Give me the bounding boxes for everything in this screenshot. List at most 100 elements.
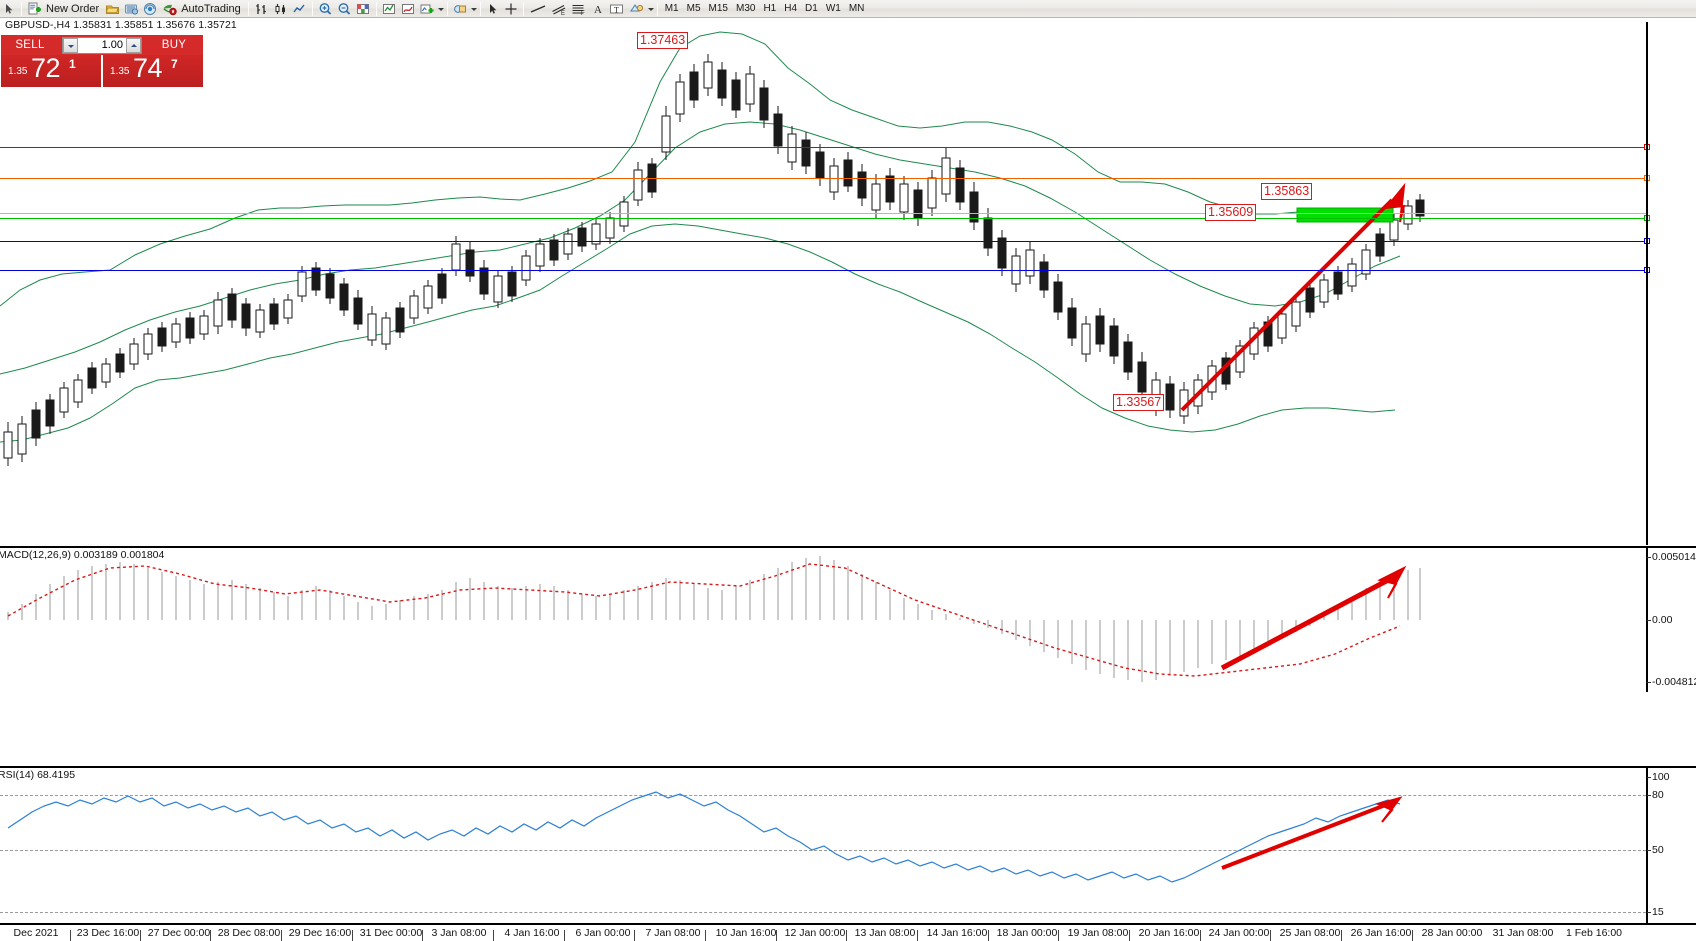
timeframe-h4[interactable]: H4 [784, 3, 798, 14]
candle [1067, 298, 1077, 346]
chevron-down-icon[interactable] [647, 2, 654, 16]
buy-button[interactable]: BUY [145, 35, 203, 55]
time-label: 24 Jan 00:00 [1208, 927, 1270, 939]
candle [409, 290, 419, 324]
macd-pane[interactable] [0, 550, 1646, 692]
trendline-icon[interactable] [527, 0, 549, 18]
candle [367, 306, 377, 346]
line-resistance-red[interactable] [0, 144, 1650, 150]
autotrading-icon[interactable] [160, 0, 179, 18]
time-separator [1200, 930, 1201, 941]
timeframe-w1[interactable]: W1 [825, 3, 841, 14]
line-target-green[interactable] [0, 215, 1650, 221]
time-separator [1129, 930, 1130, 941]
line-chart-icon[interactable] [290, 0, 309, 18]
timeframe-m15[interactable]: M15 [708, 3, 728, 14]
time-label: 10 Jan 16:00 [715, 927, 777, 939]
line-resistance-orange[interactable] [0, 175, 1650, 181]
one-click-trading-panel[interactable]: SELL 1.00 BUY 1.35 72 1 1.35 74 7 [1, 35, 203, 87]
timeframe-m5[interactable]: M5 [686, 3, 701, 14]
arrow-cursor-icon[interactable] [0, 0, 18, 18]
time-separator [352, 930, 353, 941]
bid-price-display[interactable]: 1.35 72 1 [1, 53, 101, 87]
rsi-pane[interactable] [0, 772, 1646, 914]
rsi-tick: 100 [1647, 771, 1670, 783]
candle [199, 310, 209, 340]
text-label-icon[interactable]: T [607, 0, 627, 18]
time-separator [776, 930, 777, 941]
candle [311, 262, 321, 296]
candle [703, 54, 713, 96]
candle [969, 182, 979, 230]
crosshair-icon[interactable] [502, 0, 520, 18]
candle [633, 162, 643, 206]
candle [87, 362, 97, 394]
candle [1053, 274, 1063, 320]
indicators-icon[interactable] [399, 0, 418, 18]
toolbar-separator [247, 1, 249, 16]
candle [1319, 274, 1329, 308]
candle [45, 394, 55, 434]
grid-icon[interactable] [354, 0, 373, 18]
text-icon[interactable]: A [589, 0, 607, 18]
timeframe-m30[interactable]: M30 [735, 3, 756, 14]
candle [1123, 334, 1133, 380]
rsi-line [7, 791, 1401, 883]
candle [997, 230, 1007, 276]
timeframe-d1[interactable]: D1 [805, 3, 818, 14]
chart-area[interactable]: 1.37463 1.35863 1.35609 1.33567 1.37695 … [0, 22, 1696, 941]
chevron-down-icon[interactable] [470, 2, 477, 16]
candle-chart-icon[interactable] [271, 0, 290, 18]
time-label: 28 Jan 00:00 [1421, 927, 1483, 939]
volume-input[interactable]: 1.00 [62, 36, 142, 54]
zoom-in-icon[interactable] [316, 0, 335, 18]
timeframe-h1[interactable]: H1 [763, 3, 777, 14]
candle [591, 218, 601, 250]
price-pane[interactable] [0, 22, 1646, 545]
ask-price-display[interactable]: 1.35 74 7 [103, 53, 203, 87]
folder-icon[interactable] [103, 0, 122, 18]
annotation-target-high[interactable]: 1.35863 [1261, 183, 1313, 200]
line-support-blue-1[interactable] [0, 238, 1650, 244]
shapes-icon[interactable] [627, 0, 647, 18]
chevron-down-icon[interactable] [437, 2, 444, 16]
candle [801, 132, 811, 174]
candle [1415, 194, 1425, 222]
zoom-out-icon[interactable] [335, 0, 354, 18]
autotrading-label[interactable]: AutoTrading [181, 2, 241, 15]
candle [1277, 308, 1287, 344]
new-order-label[interactable]: New Order [46, 2, 100, 15]
time-axis[interactable]: Dec 2021 23 Dec 16:00 27 Dec 00:00 28 De… [0, 925, 1696, 941]
new-order-icon[interactable] [25, 0, 44, 18]
data-window-icon[interactable] [122, 0, 141, 18]
volume-increase-button[interactable] [126, 37, 141, 53]
volume-decrease-button[interactable] [63, 37, 78, 53]
timeframe-mn[interactable]: MN [848, 3, 865, 14]
bar-chart-icon[interactable] [252, 0, 271, 18]
rsi-tick: 15 [1647, 906, 1664, 918]
sell-button[interactable]: SELL [1, 35, 59, 55]
toolbar-separator [311, 1, 313, 16]
macd-tick: 0.00 [1646, 614, 1673, 626]
objects-icon[interactable] [451, 0, 470, 18]
fibonacci-icon[interactable]: F [569, 0, 589, 18]
ask-price-fraction: 7 [171, 57, 178, 71]
candle [1165, 376, 1175, 418]
navigator-icon[interactable] [141, 0, 160, 18]
annotation-breakout[interactable]: 1.35609 [1205, 204, 1257, 221]
bid-price-prefix: 1.35 [8, 66, 28, 77]
volume-control[interactable]: 1.00 [59, 35, 145, 55]
cursor-select-icon[interactable] [484, 0, 502, 18]
line-support-blue-2[interactable] [0, 267, 1650, 273]
svg-text:E: E [561, 11, 565, 16]
add-indicator-icon[interactable] [418, 0, 437, 18]
time-separator [70, 930, 71, 941]
volume-value[interactable]: 1.00 [101, 39, 123, 51]
templates-icon[interactable] [380, 0, 399, 18]
equidistant-channel-icon[interactable]: E [549, 0, 569, 18]
annotation-swing-high[interactable]: 1.37463 [637, 32, 689, 49]
bollinger-upper-band [0, 31, 1381, 307]
time-separator [988, 930, 989, 941]
annotation-swing-low[interactable]: 1.33567 [1113, 394, 1165, 411]
timeframe-m1[interactable]: M1 [664, 3, 679, 14]
